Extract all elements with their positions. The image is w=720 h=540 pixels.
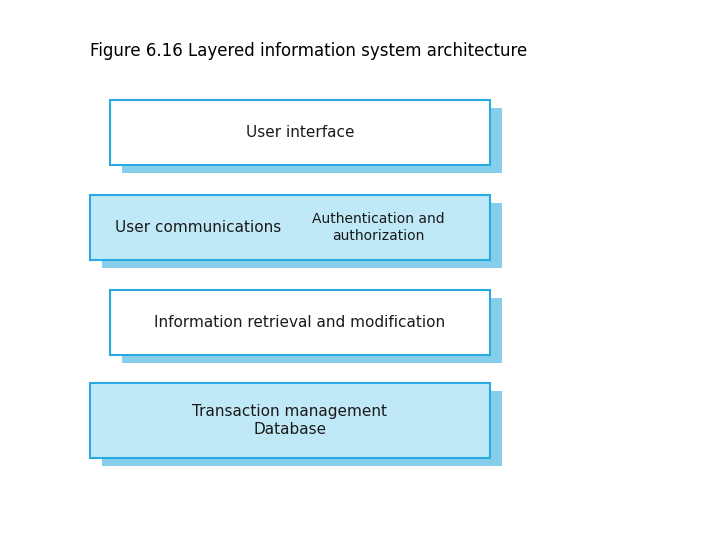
Bar <box>122 298 502 363</box>
Text: Information retrieval and modification: Information retrieval and modification <box>154 315 446 330</box>
Text: User communications: User communications <box>115 220 281 235</box>
Bar <box>90 383 490 458</box>
Bar <box>102 391 502 466</box>
Text: User interface: User interface <box>246 125 354 140</box>
Bar <box>90 195 490 260</box>
Text: Transaction management
Database: Transaction management Database <box>192 404 387 437</box>
Bar <box>110 100 490 165</box>
Text: Figure 6.16 Layered information system architecture: Figure 6.16 Layered information system a… <box>90 42 527 60</box>
Bar <box>122 108 502 173</box>
Bar <box>102 203 502 268</box>
Text: Authentication and
authorization: Authentication and authorization <box>312 212 444 242</box>
Bar <box>110 290 490 355</box>
